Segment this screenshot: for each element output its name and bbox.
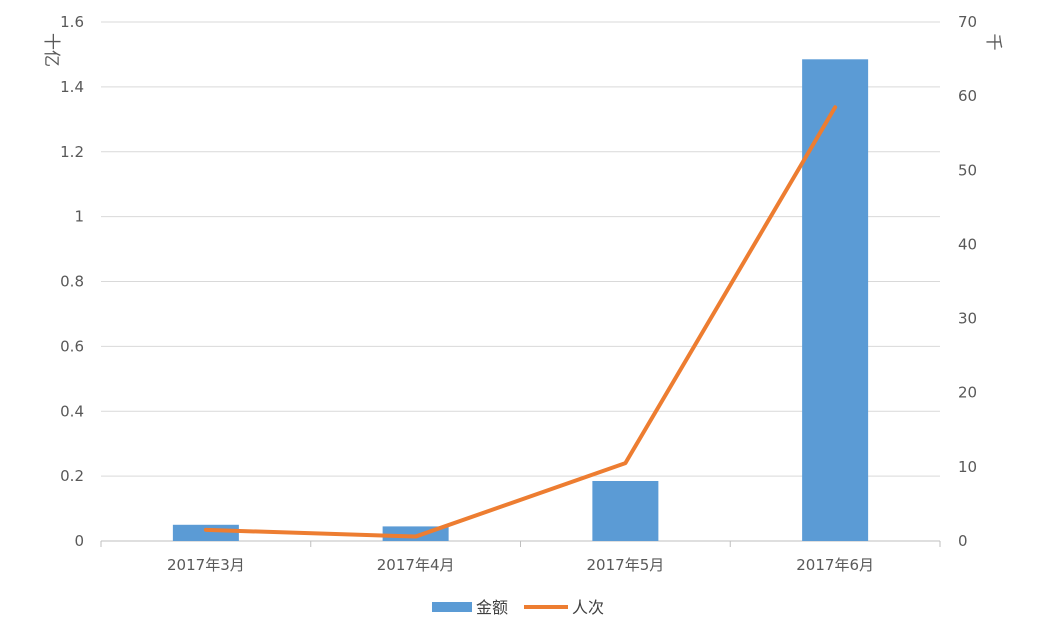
x-tick-label: 2017年5月 xyxy=(587,556,665,574)
x-tick-label: 2017年4月 xyxy=(377,556,455,574)
right-tick-label: 40 xyxy=(958,235,977,253)
bar-amount xyxy=(802,59,869,541)
x-tick-label: 2017年3月 xyxy=(167,556,245,574)
legend-label-visits: 人次 xyxy=(572,598,604,617)
left-tick-label: 0.4 xyxy=(60,402,84,420)
left-tick-label: 1.2 xyxy=(60,143,84,161)
left-axis-title: 十亿 xyxy=(41,33,61,67)
left-tick-label: 1 xyxy=(74,208,84,226)
x-tick-label: 2017年6月 xyxy=(796,556,874,574)
right-tick-label: 60 xyxy=(958,87,977,105)
left-tick-label: 0 xyxy=(74,532,84,550)
bar-amount xyxy=(172,524,239,541)
right-tick-label: 70 xyxy=(958,13,977,31)
legend: 金额 人次 xyxy=(432,598,604,617)
legend-swatch-amount xyxy=(432,602,472,612)
left-axis-ticks: 0 0.2 0.4 0.6 0.8 1 1.2 1.4 1.6 xyxy=(60,13,84,550)
right-tick-label: 20 xyxy=(958,384,977,402)
bar-amount xyxy=(592,480,659,541)
left-tick-label: 1.4 xyxy=(60,78,84,96)
line-visits xyxy=(203,105,838,539)
line-series-visits xyxy=(203,105,838,539)
bar-series-amount xyxy=(172,59,869,541)
left-tick-label: 1.6 xyxy=(60,13,84,31)
right-axis-title: 千 xyxy=(983,34,1003,51)
right-tick-label: 0 xyxy=(958,532,968,550)
legend-label-amount: 金额 xyxy=(476,598,508,617)
x-axis-ticks: 2017年3月 2017年4月 2017年5月 2017年6月 xyxy=(100,541,941,574)
left-tick-label: 0.6 xyxy=(60,337,84,355)
gridlines xyxy=(101,21,940,542)
left-tick-label: 0.2 xyxy=(60,467,84,485)
left-tick-label: 0.8 xyxy=(60,273,84,291)
right-axis-ticks: 0 10 20 30 40 50 60 70 xyxy=(958,13,977,550)
right-tick-label: 50 xyxy=(958,161,977,179)
right-tick-label: 10 xyxy=(958,458,977,476)
right-tick-label: 30 xyxy=(958,310,977,328)
